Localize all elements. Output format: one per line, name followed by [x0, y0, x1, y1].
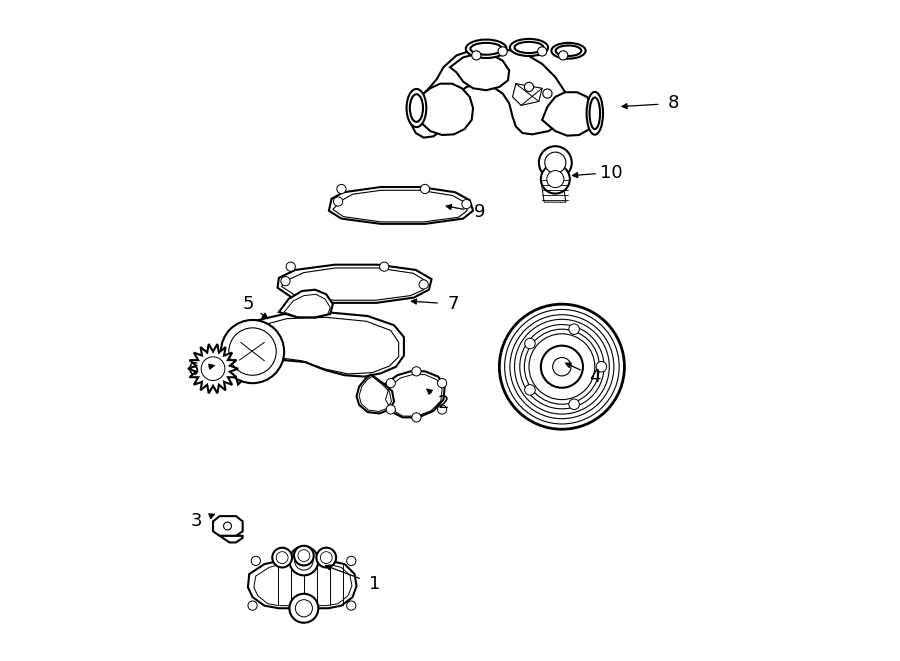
Ellipse shape [510, 39, 548, 56]
Text: 1: 1 [369, 575, 380, 593]
Circle shape [346, 601, 356, 610]
Circle shape [462, 200, 471, 209]
Circle shape [298, 550, 310, 562]
Text: 9: 9 [474, 203, 485, 221]
Circle shape [281, 276, 290, 286]
Circle shape [294, 546, 314, 565]
Circle shape [420, 184, 429, 194]
Circle shape [525, 83, 534, 92]
Circle shape [525, 338, 535, 349]
Text: 3: 3 [191, 512, 202, 530]
Circle shape [544, 152, 566, 173]
Circle shape [286, 262, 295, 271]
Polygon shape [220, 536, 243, 543]
Text: 7: 7 [447, 295, 459, 313]
Circle shape [276, 552, 288, 564]
Circle shape [412, 367, 421, 376]
Circle shape [220, 320, 284, 383]
Text: 4: 4 [590, 368, 600, 385]
Circle shape [229, 328, 276, 375]
Polygon shape [234, 312, 404, 385]
Circle shape [596, 362, 607, 372]
Circle shape [386, 405, 395, 414]
Circle shape [320, 552, 332, 564]
Circle shape [317, 548, 336, 567]
Text: 5: 5 [242, 295, 254, 313]
Circle shape [386, 379, 395, 388]
Circle shape [273, 548, 292, 567]
Circle shape [419, 280, 428, 289]
Circle shape [294, 552, 313, 570]
Circle shape [547, 171, 564, 188]
Circle shape [290, 547, 319, 575]
Polygon shape [356, 375, 394, 413]
Circle shape [553, 358, 572, 376]
Ellipse shape [471, 43, 502, 55]
Circle shape [500, 304, 625, 429]
Circle shape [498, 47, 508, 56]
Ellipse shape [587, 92, 603, 135]
Polygon shape [248, 561, 356, 608]
Circle shape [295, 600, 312, 617]
Circle shape [346, 557, 356, 565]
Ellipse shape [410, 95, 423, 122]
Polygon shape [277, 264, 432, 303]
Circle shape [334, 197, 343, 206]
Polygon shape [542, 93, 595, 136]
Ellipse shape [555, 46, 581, 56]
Text: 6: 6 [187, 361, 199, 379]
Circle shape [569, 399, 580, 410]
Ellipse shape [590, 97, 600, 129]
Circle shape [472, 51, 481, 60]
Text: 2: 2 [437, 394, 449, 412]
Circle shape [539, 146, 572, 179]
Ellipse shape [515, 42, 544, 53]
Ellipse shape [552, 43, 586, 59]
Text: 8: 8 [668, 95, 680, 112]
Circle shape [437, 379, 446, 388]
Polygon shape [382, 371, 445, 417]
Polygon shape [541, 179, 566, 202]
Circle shape [437, 405, 446, 414]
Polygon shape [213, 516, 243, 536]
Polygon shape [450, 54, 509, 91]
Circle shape [525, 385, 535, 395]
Circle shape [541, 165, 570, 194]
Ellipse shape [407, 89, 427, 127]
Circle shape [380, 262, 389, 271]
Text: 10: 10 [600, 163, 623, 182]
Polygon shape [188, 344, 238, 393]
Circle shape [537, 47, 547, 56]
Circle shape [248, 601, 257, 610]
Circle shape [290, 594, 319, 623]
Circle shape [541, 346, 583, 388]
Circle shape [337, 184, 346, 194]
Circle shape [559, 51, 568, 60]
Circle shape [543, 89, 552, 98]
Polygon shape [279, 290, 333, 317]
Polygon shape [410, 49, 569, 137]
Polygon shape [410, 84, 473, 135]
Circle shape [251, 557, 260, 565]
Polygon shape [328, 187, 473, 224]
Ellipse shape [466, 40, 507, 58]
Circle shape [412, 412, 421, 422]
Circle shape [569, 324, 580, 334]
